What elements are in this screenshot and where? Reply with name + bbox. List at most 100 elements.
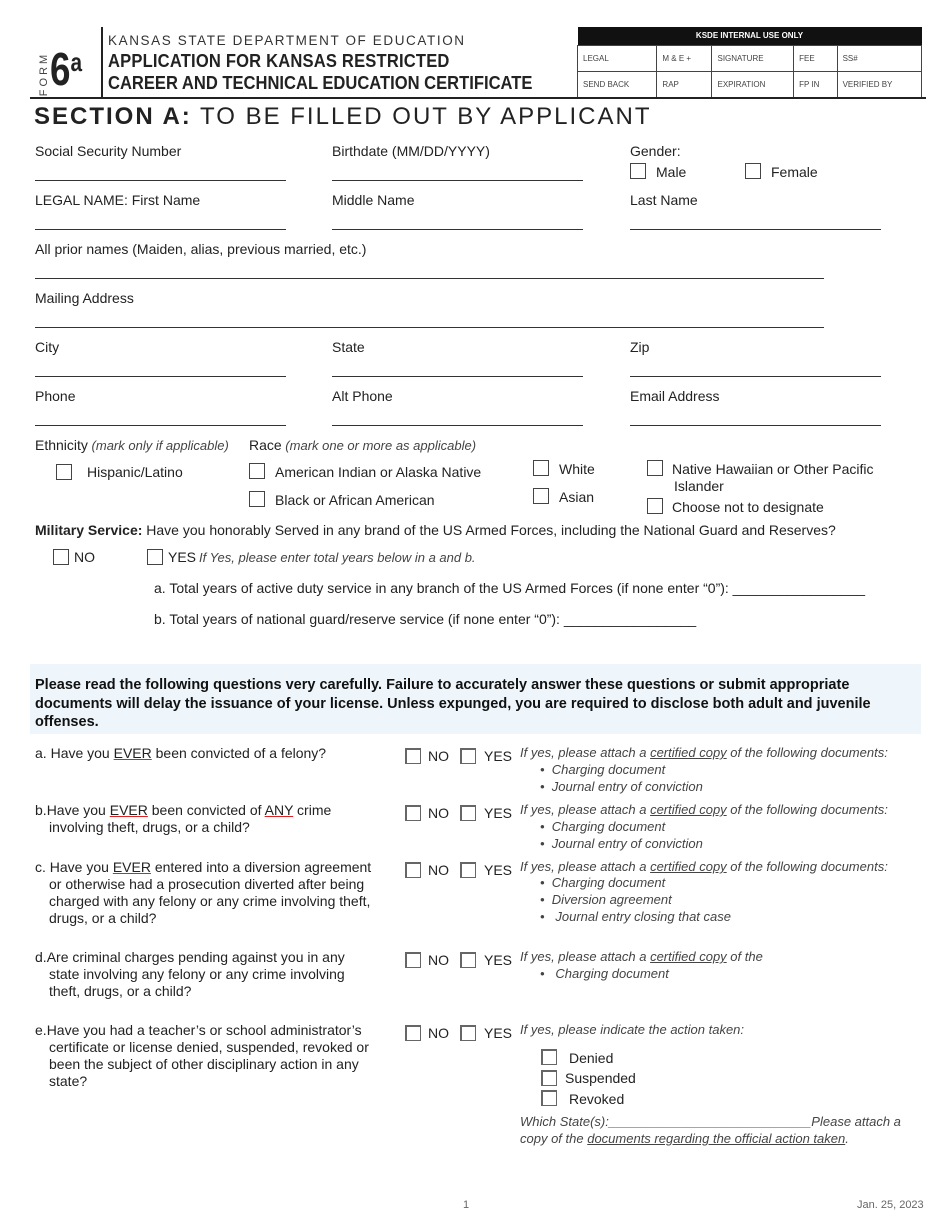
charging-text: Charging document: [551, 762, 666, 777]
last-name-label: Last Name: [630, 192, 698, 208]
b-letter-text: b.: [35, 802, 47, 818]
ksde-internal-use-table: KSDE INTERNAL USE ONLY LEGAL M & E + SIG…: [576, 27, 923, 98]
d-line1-text: Are criminal charges pending against you…: [46, 949, 345, 965]
hispanic-checkbox[interactable]: [56, 464, 72, 480]
active-duty-years: a. Total years of active duty service in…: [154, 580, 866, 596]
american-indian-checkbox[interactable]: [249, 463, 265, 479]
military-label: Military Service:: [35, 522, 143, 538]
ssn-input[interactable]: [35, 180, 286, 181]
q-a-instructions: If yes, please attach a certified copy o…: [520, 745, 888, 760]
q-c-yes-label: YES: [484, 862, 513, 878]
c-line2-text: or otherwise had a prosecution diverted …: [49, 876, 365, 892]
q-d-no-checkbox[interactable]: [405, 952, 421, 968]
q-d-yes-label: YES: [484, 952, 513, 968]
cell-send-back: SEND BACK: [576, 70, 658, 98]
q-d-instructions: If yes, please attach a certified copy o…: [520, 949, 763, 964]
denied-checkbox[interactable]: [541, 1049, 557, 1065]
form-title-line1: APPLICATION FOR KANSAS RESTRICTED: [108, 51, 450, 71]
last-name-input[interactable]: [630, 229, 881, 230]
q-a-yes-checkbox[interactable]: [460, 748, 476, 764]
mailing-address-label: Mailing Address: [35, 290, 134, 306]
guard-reserve-years: b. Total years of national guard/reserve…: [154, 611, 697, 627]
male-label: Male: [656, 164, 687, 180]
header-rule: [30, 97, 926, 99]
q-c-yes-checkbox[interactable]: [460, 862, 476, 878]
d-line3-text: theft, drugs, or a child?: [49, 983, 192, 999]
first-name-input[interactable]: [35, 229, 286, 230]
male-checkbox[interactable]: [630, 163, 646, 179]
any-text: ANY: [264, 802, 294, 818]
q-b-doc-1: • Charging document: [540, 819, 666, 834]
q-b-doc-2: • Journal entry of conviction: [540, 836, 703, 851]
e-line4-text: state?: [49, 1073, 88, 1089]
revoked-checkbox[interactable]: [541, 1090, 557, 1106]
q-a-doc-2: • Journal entry of conviction: [540, 779, 703, 794]
prior-names-input[interactable]: [35, 278, 824, 279]
q-e-no-checkbox[interactable]: [405, 1025, 421, 1041]
native-hawaiian-label-2: Islander: [674, 478, 724, 494]
question-d: d.Are criminal charges pending against y…: [35, 949, 345, 1000]
charging-text: Charging document: [551, 819, 666, 834]
mailing-address-input[interactable]: [35, 327, 824, 328]
birthdate-input[interactable]: [332, 180, 583, 181]
prior-names-label: All prior names (Maiden, alias, previous…: [35, 241, 367, 257]
question-e: e.Have you had a teacher’s or school adm…: [35, 1022, 369, 1090]
middle-name-label: Middle Name: [332, 192, 415, 208]
state-input[interactable]: [332, 376, 583, 377]
q-e-yes-label: YES: [484, 1025, 513, 1041]
q-a-no-checkbox[interactable]: [405, 748, 421, 764]
zip-input[interactable]: [630, 376, 881, 377]
c-letter-text: c.: [35, 859, 46, 875]
middle-name-input[interactable]: [332, 229, 583, 230]
q-e-yes-checkbox[interactable]: [460, 1025, 476, 1041]
attach-post-text: of the following documents:: [726, 859, 888, 874]
military-question-text: Have you honorably Served in any brand o…: [142, 522, 836, 538]
native-hawaiian-checkbox[interactable]: [647, 460, 663, 476]
q-d-yes-checkbox[interactable]: [460, 952, 476, 968]
race-title: Race: [249, 437, 282, 453]
asian-checkbox[interactable]: [533, 488, 549, 504]
question-c: c. Have you EVER entered into a diversio…: [35, 859, 371, 927]
q-c-doc-1: • Charging document: [540, 875, 666, 890]
military-yes-checkbox[interactable]: [147, 549, 163, 565]
ksde-internal-title: KSDE INTERNAL USE ONLY: [577, 27, 922, 45]
which-states-field[interactable]: Which State(s):_________________________…: [520, 1114, 901, 1129]
zip-label: Zip: [630, 339, 650, 355]
page-number: 1: [463, 1199, 470, 1211]
revoked-label: Revoked: [569, 1091, 625, 1107]
cell-legal: LEGAL: [576, 44, 658, 72]
form-title-line2: CAREER AND TECHNICAL EDUCATION CERTIFICA…: [108, 73, 533, 93]
copy-of-text: copy of the: [520, 1131, 588, 1146]
phone-input[interactable]: [35, 425, 286, 426]
q-a-doc-1: • Charging document: [540, 762, 666, 777]
suspended-label: Suspended: [565, 1070, 636, 1086]
suspended-checkbox[interactable]: [541, 1070, 557, 1086]
denied-label: Denied: [569, 1050, 614, 1066]
cell-fp-in: FP IN: [793, 70, 838, 98]
female-checkbox[interactable]: [745, 163, 761, 179]
q-c-instructions: If yes, please attach a certified copy o…: [520, 859, 888, 874]
q-c-doc-2: • Diversion agreement: [540, 892, 672, 907]
asian-label: Asian: [559, 489, 595, 505]
choose-not-label: Choose not to designate: [672, 499, 824, 515]
white-checkbox[interactable]: [533, 460, 549, 476]
q-b-yes-checkbox[interactable]: [460, 805, 476, 821]
form-label: FORM: [38, 51, 51, 97]
header-divider: [101, 27, 103, 99]
q-b-no-checkbox[interactable]: [405, 805, 421, 821]
official-action-note: copy of the documents regarding the offi…: [520, 1131, 849, 1146]
alt-phone-input[interactable]: [332, 425, 583, 426]
department-name: KANSAS STATE DEPARTMENT OF EDUCATION: [108, 33, 466, 48]
choose-not-checkbox[interactable]: [647, 498, 663, 514]
q-c-no-checkbox[interactable]: [405, 862, 421, 878]
city-input[interactable]: [35, 376, 286, 377]
email-input[interactable]: [630, 425, 881, 426]
military-no-checkbox[interactable]: [53, 549, 69, 565]
american-indian-label: American Indian or Alaska Native: [275, 464, 482, 480]
city-label: City: [35, 339, 60, 355]
q-a-no-label: NO: [428, 748, 449, 764]
black-checkbox[interactable]: [249, 491, 265, 507]
e-letter-text: e.: [35, 1022, 47, 1038]
q-e-instructions: If yes, please indicate the action taken…: [520, 1022, 745, 1037]
charging-text: Charging document: [551, 875, 666, 890]
